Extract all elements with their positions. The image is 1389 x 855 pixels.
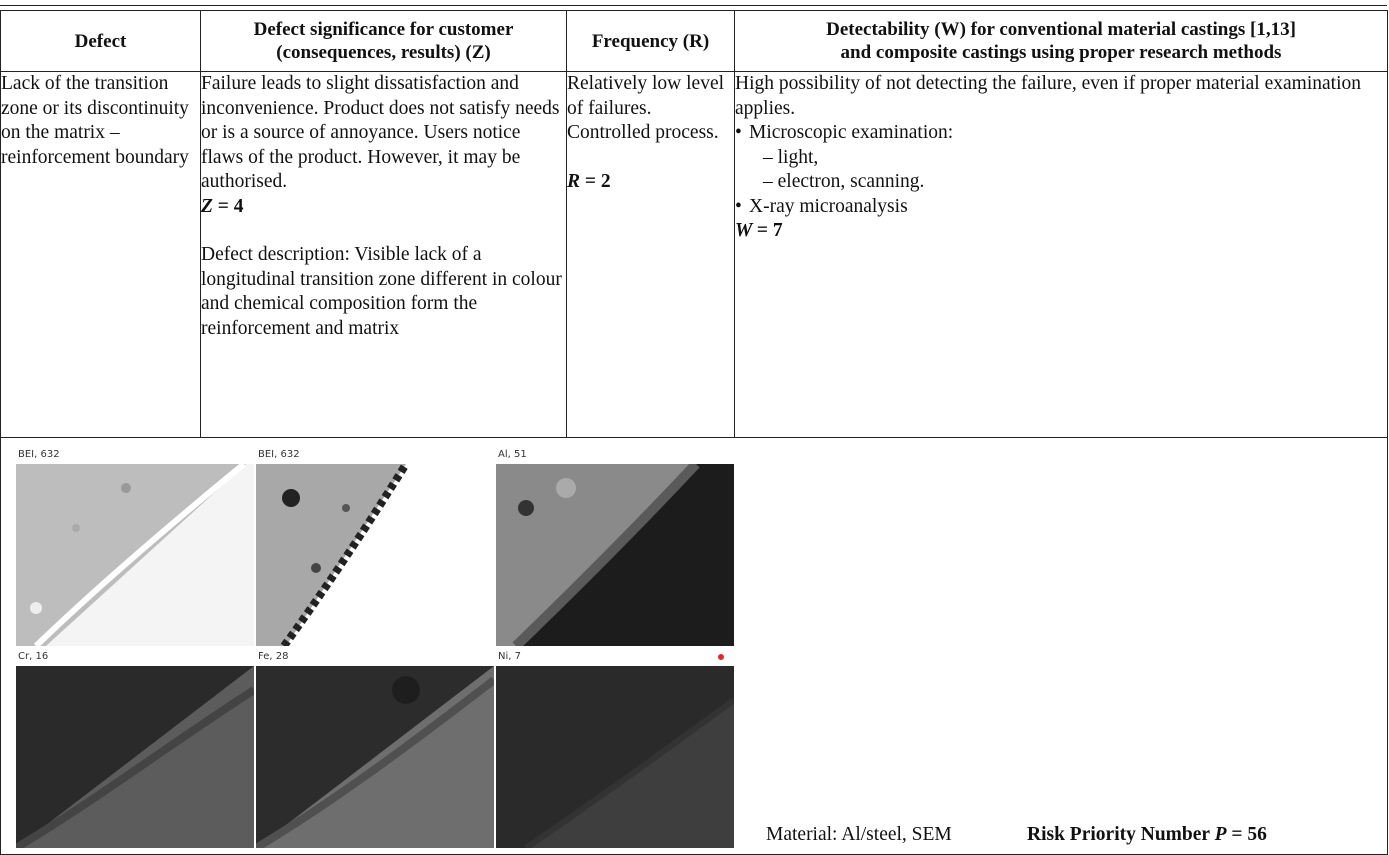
z-value: Z = 4 [201, 195, 244, 217]
method-item: X-ray microanalysis [735, 195, 1387, 220]
sem-image-grid: BEI, 632 BEI, 632 [16, 448, 736, 848]
header-detectability: Detectability (W) for conventional mater… [734, 10, 1388, 72]
risk-priority-number: Risk Priority Number P = 56 [1027, 824, 1267, 845]
sem-image-ni: Ni, 7 [496, 650, 734, 848]
frequency-cell: Relatively low level of failures. Contro… [566, 71, 735, 438]
r-value: R = 2 [567, 170, 611, 192]
defect-description: Defect description: Visible lack of a lo… [201, 244, 562, 339]
method-list: Microscopic examination: – light, – elec… [735, 121, 1387, 219]
submethod-item: – light, [763, 146, 819, 168]
image-cell: BEI, 632 BEI, 632 [0, 437, 1388, 855]
header-row: Defect Defect significance for customer … [0, 10, 1388, 72]
detectability-intro: High possibility of not detecting the fa… [735, 73, 1361, 119]
sem-image-fe: Fe, 28 [256, 650, 494, 848]
sem-image-al: Al, 51 [496, 448, 734, 646]
sem-image-bei-1: BEI, 632 [16, 448, 254, 646]
defect-cell: Lack of the transition zone or its disco… [0, 71, 201, 438]
sem-image-bei-2: BEI, 632 [256, 448, 494, 646]
top-rule [0, 5, 1387, 6]
method-item: Microscopic examination: – light, – elec… [735, 121, 1387, 195]
marker-dot-icon [718, 654, 724, 660]
material-caption: Material: Al/steel, SEM [766, 824, 952, 845]
fmea-table: Defect Defect significance for customer … [0, 10, 1388, 855]
header-defect: Defect [0, 10, 201, 72]
defect-row: Lack of the transition zone or its disco… [0, 71, 1388, 438]
significance-text: Failure leads to slight dissatisfaction … [201, 73, 560, 192]
defect-text: Lack of the transition zone or its disco… [1, 73, 189, 168]
sem-image-cr: Cr, 16 [16, 650, 254, 848]
image-row: BEI, 632 BEI, 632 [0, 437, 1388, 855]
submethod-item: – electron, scanning. [763, 171, 925, 192]
w-value: W = 7 [735, 220, 783, 241]
significance-cell: Failure leads to slight dissatisfaction … [200, 71, 567, 438]
header-significance: Defect significance for customer (conseq… [200, 10, 567, 72]
detectability-cell: High possibility of not detecting the fa… [734, 71, 1388, 438]
header-frequency: Frequency (R) [566, 10, 735, 72]
frequency-text: Relatively low level of failures. Contro… [567, 73, 725, 143]
